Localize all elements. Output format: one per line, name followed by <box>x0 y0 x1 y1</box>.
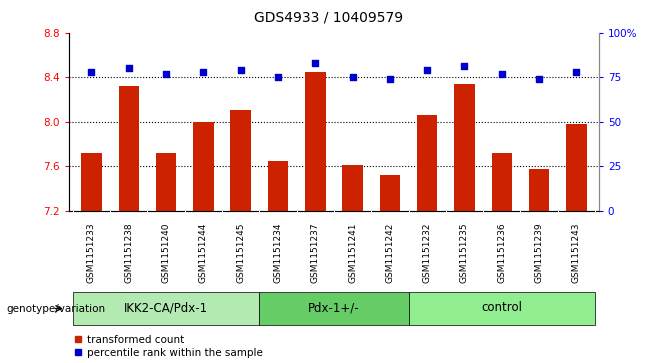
Point <box>534 76 544 82</box>
Bar <box>73 292 259 325</box>
Bar <box>193 122 214 211</box>
Legend: transformed count, percentile rank within the sample: transformed count, percentile rank withi… <box>74 335 263 358</box>
Point <box>161 71 171 77</box>
Point <box>310 60 320 66</box>
Text: GSM1151233: GSM1151233 <box>87 223 96 283</box>
Bar <box>305 72 326 211</box>
Text: GSM1151238: GSM1151238 <box>124 223 134 283</box>
Point <box>497 71 507 77</box>
Point <box>571 69 582 75</box>
Bar <box>492 153 512 211</box>
Text: GDS4933 / 10409579: GDS4933 / 10409579 <box>255 11 403 25</box>
Bar <box>566 124 587 211</box>
Text: genotype/variation: genotype/variation <box>7 303 106 314</box>
Text: Pdx-1+/-: Pdx-1+/- <box>308 301 360 314</box>
Text: GSM1151241: GSM1151241 <box>348 223 357 283</box>
Bar <box>454 84 475 211</box>
Text: GSM1151245: GSM1151245 <box>236 223 245 283</box>
Point <box>347 74 358 80</box>
Point <box>236 67 246 73</box>
Bar <box>156 153 176 211</box>
Text: GSM1151243: GSM1151243 <box>572 223 581 283</box>
Text: GSM1151244: GSM1151244 <box>199 223 208 283</box>
Point <box>459 64 470 69</box>
Text: GSM1151240: GSM1151240 <box>162 223 170 283</box>
Point <box>385 76 395 82</box>
Point <box>86 69 97 75</box>
Bar <box>529 170 549 211</box>
Bar <box>380 175 400 211</box>
Text: GSM1151234: GSM1151234 <box>274 223 282 283</box>
Bar <box>230 110 251 211</box>
Bar <box>342 165 363 211</box>
Bar <box>259 292 409 325</box>
Text: GSM1151236: GSM1151236 <box>497 223 506 283</box>
Text: IKK2-CA/Pdx-1: IKK2-CA/Pdx-1 <box>124 301 208 314</box>
Text: GSM1151235: GSM1151235 <box>460 223 469 283</box>
Text: GSM1151242: GSM1151242 <box>386 223 394 283</box>
Text: GSM1151232: GSM1151232 <box>422 223 432 283</box>
Text: GSM1151237: GSM1151237 <box>311 223 320 283</box>
Bar <box>268 160 288 211</box>
Point <box>124 65 134 71</box>
Text: control: control <box>481 301 522 314</box>
Bar <box>409 292 595 325</box>
Bar <box>81 153 102 211</box>
Bar <box>118 86 139 211</box>
Text: GSM1151239: GSM1151239 <box>534 223 544 283</box>
Bar <box>417 115 438 211</box>
Point <box>272 74 283 80</box>
Point <box>422 67 432 73</box>
Point <box>198 69 209 75</box>
